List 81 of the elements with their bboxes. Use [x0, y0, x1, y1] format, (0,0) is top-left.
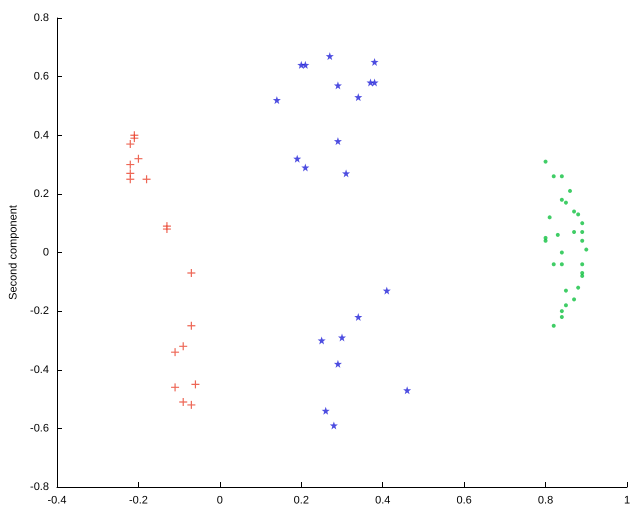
point	[552, 324, 556, 328]
point	[580, 230, 584, 234]
point	[564, 303, 568, 308]
point	[293, 154, 302, 163]
point	[318, 336, 326, 344]
point	[544, 238, 548, 243]
x-tick-label: 0	[216, 494, 223, 506]
point	[370, 58, 379, 66]
y-tick-label: -0.6	[30, 422, 49, 434]
point	[560, 309, 564, 314]
point	[162, 222, 172, 231]
point	[552, 262, 556, 266]
y-tick-label: -0.2	[30, 305, 49, 318]
point	[186, 268, 196, 278]
x-tick-label: -0.4	[48, 494, 66, 506]
point	[334, 137, 342, 146]
point	[134, 154, 144, 164]
point	[382, 286, 391, 295]
point	[403, 386, 412, 394]
point	[556, 232, 560, 237]
y-axis-title: Second component	[8, 205, 20, 300]
y-tick-label: 0.4	[34, 129, 49, 142]
x-tick-label: 0.8	[538, 494, 554, 506]
point	[370, 78, 379, 86]
point	[170, 348, 180, 357]
point	[170, 382, 180, 392]
point	[126, 174, 135, 184]
point	[564, 288, 568, 293]
point	[548, 215, 552, 220]
point	[580, 238, 584, 243]
point	[576, 286, 580, 290]
x-tick-label: 1	[624, 494, 630, 506]
point	[572, 209, 576, 214]
point	[572, 230, 576, 234]
point	[338, 334, 346, 342]
point	[560, 250, 564, 254]
y-tick-label: -0.4	[30, 364, 49, 376]
point	[142, 174, 152, 184]
point	[342, 169, 350, 178]
y-tick-label: 0.8	[34, 12, 49, 24]
point	[568, 188, 572, 193]
y-tick-label: -0.8	[30, 481, 49, 493]
point	[564, 200, 568, 205]
point	[178, 397, 188, 407]
point	[580, 221, 584, 226]
point	[354, 312, 362, 321]
y-tick-label: 0.2	[34, 188, 49, 200]
point	[301, 60, 310, 69]
y-tick-label: 0	[42, 246, 49, 258]
point	[126, 160, 135, 170]
point	[560, 314, 564, 319]
point	[552, 174, 556, 178]
point	[334, 81, 342, 90]
x-tick-label: -0.2	[128, 494, 148, 506]
x-tick-label: 0.6	[456, 494, 472, 506]
point	[560, 262, 564, 266]
point	[178, 342, 188, 351]
x-tick-label: 0.2	[294, 494, 309, 506]
point	[126, 168, 135, 178]
point	[301, 163, 310, 172]
point	[322, 406, 330, 415]
point	[580, 262, 584, 266]
point	[326, 52, 334, 60]
point	[126, 139, 135, 149]
point	[584, 248, 588, 252]
point	[186, 400, 196, 410]
y-tick-label: 0.6	[34, 70, 49, 83]
point	[580, 274, 584, 278]
point	[186, 321, 196, 330]
point	[334, 360, 342, 368]
point	[330, 421, 338, 430]
x-tick-label: 0.4	[375, 494, 390, 506]
point	[576, 212, 580, 216]
point	[544, 160, 548, 164]
point	[272, 96, 281, 104]
point	[190, 380, 200, 390]
point	[560, 174, 564, 178]
point	[572, 297, 576, 302]
point	[354, 93, 362, 102]
point	[130, 134, 139, 143]
point	[560, 198, 564, 202]
